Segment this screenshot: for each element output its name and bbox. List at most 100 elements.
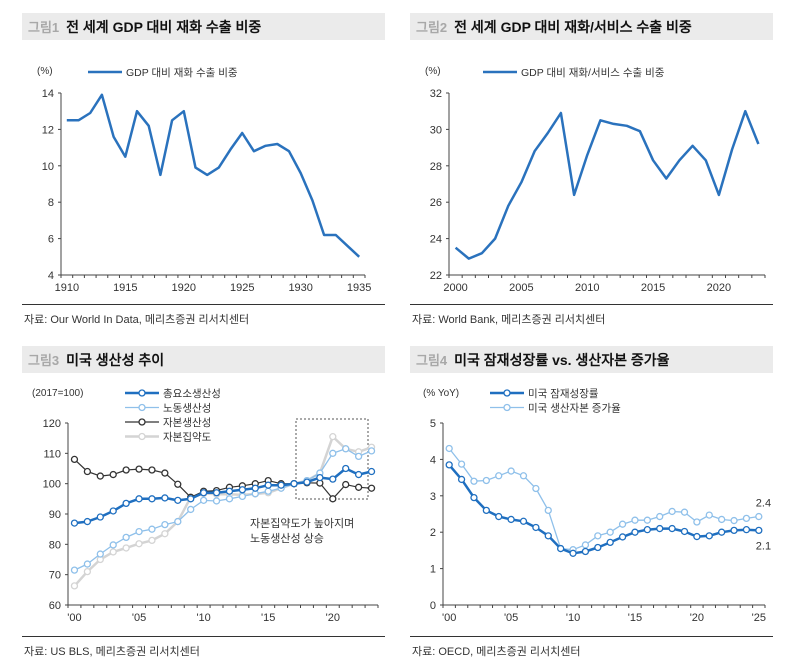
data-point xyxy=(70,566,79,574)
legend-marker xyxy=(138,418,146,426)
y-unit-label: (%) xyxy=(425,66,441,77)
series-line-GDP 대비 재화/서비스 수출 비중 xyxy=(454,109,760,260)
y-tick-label: 120 xyxy=(43,418,61,430)
data-point xyxy=(680,508,689,516)
divider xyxy=(410,636,773,637)
y-tick-label: 80 xyxy=(49,539,61,551)
data-point xyxy=(618,533,627,541)
y-unit-label: (% YoY) xyxy=(423,388,459,399)
data-point xyxy=(445,444,453,453)
data-point xyxy=(730,526,738,535)
x-tick-label: '25 xyxy=(752,612,766,624)
legend-label: 자본집약도 xyxy=(163,432,212,444)
data-point xyxy=(680,527,689,536)
data-point xyxy=(122,499,130,508)
legend-label: 자본생산성 xyxy=(163,417,211,429)
data-point xyxy=(656,512,664,521)
figure-number: 그림4 xyxy=(416,353,448,368)
data-point xyxy=(470,477,478,485)
series-line-GDP 대비 재화 수출 비중 xyxy=(66,93,361,258)
x-tick-label: 1915 xyxy=(113,282,137,294)
data-point xyxy=(606,538,614,547)
x-tick-label: '05 xyxy=(132,612,146,624)
data-point xyxy=(342,480,350,489)
end-value-label: 2.4 xyxy=(756,498,771,510)
data-point xyxy=(367,484,376,492)
figure-number: 그림2 xyxy=(416,20,448,35)
data-point xyxy=(161,469,169,477)
data-point xyxy=(594,543,602,552)
data-point xyxy=(606,528,614,536)
data-point xyxy=(581,547,590,556)
data-point xyxy=(225,487,234,495)
y-tick-label: 110 xyxy=(43,448,61,460)
data-point xyxy=(532,484,540,493)
data-point xyxy=(519,472,528,480)
x-tick-label: '20 xyxy=(690,612,704,624)
data-point xyxy=(264,487,272,495)
data-point xyxy=(148,466,156,474)
source-note: 자료: Our World In Data, 메리츠증권 리서치센터 xyxy=(24,314,250,326)
chart-title: 전 세계 GDP 대비 재화 수출 비중 xyxy=(66,18,262,35)
source-note: 자료: OECD, 메리츠증권 리서치센터 xyxy=(412,646,581,658)
data-point xyxy=(457,475,466,484)
series-line-자본집약도 xyxy=(73,435,372,587)
y-tick-label: 60 xyxy=(49,600,61,612)
series-line-총요소생산성 xyxy=(74,467,372,525)
y-tick-label: 3 xyxy=(430,491,436,503)
y-tick-label: 12 xyxy=(42,124,54,136)
y-tick-label: 32 xyxy=(430,88,442,100)
data-point xyxy=(668,524,676,533)
y-tick-label: 24 xyxy=(430,234,442,246)
x-tick-label: '00 xyxy=(442,612,456,624)
data-point xyxy=(96,513,104,521)
data-point xyxy=(544,506,552,515)
data-point xyxy=(83,517,92,526)
legend-label: 총요소생산성 xyxy=(163,388,221,400)
data-point xyxy=(174,480,182,488)
chart-title: 미국 생산성 추이 xyxy=(66,351,165,368)
chart-title: 미국 잠재성장률 vs. 생산자본 증가율 xyxy=(454,351,670,368)
y-tick-label: 70 xyxy=(49,570,61,582)
x-tick-label: 1930 xyxy=(288,282,312,294)
y-tick-label: 30 xyxy=(430,124,442,136)
data-point xyxy=(742,526,751,534)
legend-marker xyxy=(138,403,146,412)
legend-label: GDP 대비 재화 수출 비중 xyxy=(126,67,238,79)
chart-title: 전 세계 GDP 대비 재화/서비스 수출 비중 xyxy=(454,18,692,35)
data-point xyxy=(135,527,143,536)
panel-1-title: 그림1 전 세계 GDP 대비 재화 수출 비중 xyxy=(22,13,385,40)
x-tick-label: 2000 xyxy=(443,282,467,294)
data-point xyxy=(367,467,376,476)
data-point xyxy=(70,519,79,527)
data-point xyxy=(109,548,117,556)
panel-3-title: 그림3 미국 생산성 추이 xyxy=(22,346,385,373)
data-point xyxy=(631,528,639,536)
data-point xyxy=(238,486,247,494)
data-point xyxy=(693,532,701,541)
legend-label: 미국 생산자본 증가율 xyxy=(528,403,621,415)
x-tick-label: '10 xyxy=(196,612,210,624)
data-point xyxy=(83,467,92,476)
divider xyxy=(410,304,773,305)
data-point xyxy=(83,560,92,568)
data-point xyxy=(482,476,490,485)
data-point xyxy=(122,544,130,552)
legend-label: 노동생산성 xyxy=(163,403,211,415)
data-point xyxy=(225,495,234,503)
panel-2-title: 그림2 전 세계 GDP 대비 재화/서비스 수출 비중 xyxy=(410,13,773,40)
data-point xyxy=(148,536,156,545)
legend-marker xyxy=(138,389,146,397)
data-point xyxy=(742,514,751,523)
data-point xyxy=(557,544,565,553)
data-point xyxy=(354,470,363,479)
legend-marker xyxy=(503,389,511,397)
legend-label: GDP 대비 재화/서비스 수출 비중 xyxy=(521,67,665,79)
y-tick-label: 5 xyxy=(430,418,436,430)
x-tick-label: 1920 xyxy=(172,282,196,294)
y-unit-label: (2017=100) xyxy=(32,388,83,399)
legend-label: 미국 잠재성장률 xyxy=(528,388,599,400)
data-point xyxy=(135,540,143,548)
y-unit-label: (%) xyxy=(37,66,53,77)
